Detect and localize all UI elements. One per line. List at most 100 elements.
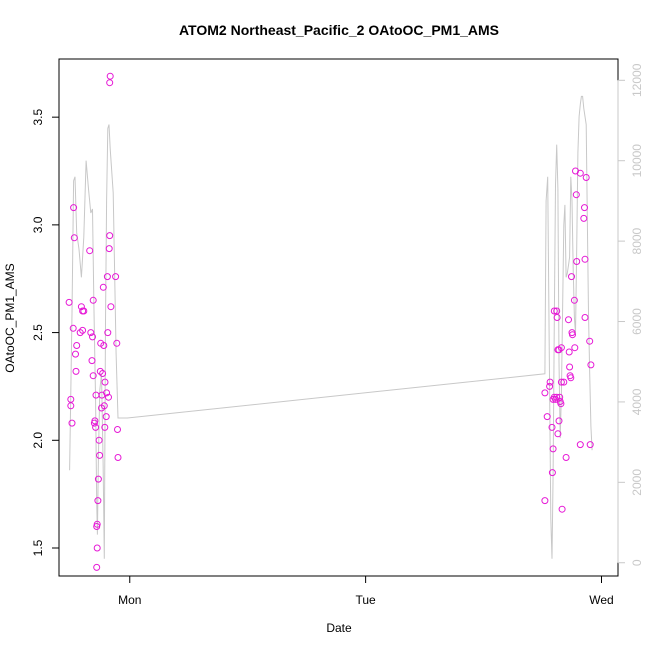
data-point xyxy=(560,378,568,386)
y2-tick-label: 4000 xyxy=(630,388,644,415)
data-point xyxy=(91,417,99,425)
data-point xyxy=(99,283,107,291)
data-point xyxy=(87,329,95,337)
data-point xyxy=(586,337,594,345)
data-point xyxy=(586,441,594,449)
data-point xyxy=(580,214,588,222)
data-point xyxy=(68,419,76,427)
data-point xyxy=(103,273,111,281)
data-point xyxy=(95,436,103,444)
data-point xyxy=(100,402,108,410)
y2-tick-label: 10000 xyxy=(630,144,644,178)
data-point xyxy=(96,451,104,459)
x-axis: Mon Tue Wed xyxy=(118,575,614,607)
chart-title: ATOM2 Northeast_Pacific_2 OAtoOC_PM1_AMS xyxy=(179,22,499,38)
data-point xyxy=(69,324,77,332)
data-point xyxy=(557,400,565,408)
data-point xyxy=(581,204,588,212)
data-point xyxy=(92,423,100,431)
points-layer xyxy=(65,72,595,571)
data-point xyxy=(565,316,572,324)
y-tick-label: 2.5 xyxy=(31,324,45,341)
data-point xyxy=(553,314,561,321)
data-point xyxy=(76,329,84,337)
data-point xyxy=(114,454,122,461)
y-tick-label: 2.0 xyxy=(31,432,45,449)
data-point xyxy=(566,363,574,371)
data-point xyxy=(570,296,578,304)
x-axis-label: Date xyxy=(326,621,352,635)
data-point xyxy=(576,441,584,449)
data-point xyxy=(67,402,75,410)
data-point xyxy=(93,544,101,552)
data-point xyxy=(70,204,78,212)
y2-tick-label: 2000 xyxy=(630,469,644,496)
data-point xyxy=(96,367,104,375)
data-point xyxy=(543,413,551,421)
data-point xyxy=(555,417,563,425)
data-point xyxy=(558,505,566,513)
data-point xyxy=(89,333,96,341)
data-point xyxy=(541,389,549,397)
data-point xyxy=(553,307,561,315)
data-point xyxy=(562,454,570,461)
data-point xyxy=(93,563,101,571)
data-point xyxy=(107,303,115,311)
data-point xyxy=(568,273,575,281)
series-line xyxy=(69,95,593,559)
data-point xyxy=(553,393,561,401)
data-point xyxy=(99,370,107,377)
data-point xyxy=(101,378,109,386)
data-point xyxy=(104,329,112,337)
data-point xyxy=(572,191,580,199)
data-point xyxy=(79,326,87,334)
data-point xyxy=(549,445,557,453)
data-point xyxy=(557,378,565,386)
data-point xyxy=(105,245,113,253)
data-point xyxy=(106,79,114,87)
data-point xyxy=(565,348,573,356)
data-point xyxy=(546,378,554,386)
data-point xyxy=(571,344,579,352)
y2-tick-label: 6000 xyxy=(630,308,644,335)
y2-tick-label: 12000 xyxy=(630,63,644,97)
data-point xyxy=(106,72,114,80)
data-point xyxy=(93,520,101,528)
data-point xyxy=(103,389,111,397)
data-point xyxy=(557,344,565,352)
data-point xyxy=(546,382,554,390)
y2-tick-label: 0 xyxy=(630,559,644,566)
data-point xyxy=(582,174,590,181)
y-tick-label: 1.5 xyxy=(31,539,45,556)
data-point xyxy=(569,331,576,339)
data-point xyxy=(94,497,102,505)
data-point xyxy=(65,298,73,306)
data-point xyxy=(100,342,108,349)
data-point xyxy=(105,393,112,401)
data-point xyxy=(113,339,121,347)
data-point xyxy=(114,426,121,433)
y2-tick-label: 8000 xyxy=(630,227,644,254)
data-point xyxy=(576,169,584,177)
data-point xyxy=(581,314,589,321)
x-tick-label: Mon xyxy=(118,593,141,607)
data-point xyxy=(72,367,80,375)
data-point xyxy=(73,342,81,349)
y-tick-label: 3.5 xyxy=(31,108,45,125)
data-point xyxy=(80,307,88,315)
x-tick-label: Wed xyxy=(589,593,613,607)
data-point xyxy=(102,413,110,421)
plot-frame xyxy=(58,58,619,577)
y-tick-label: 3.0 xyxy=(31,216,45,233)
data-point xyxy=(86,247,94,255)
x-tick-label: Tue xyxy=(356,593,377,607)
data-point xyxy=(541,497,549,505)
data-point xyxy=(556,393,564,401)
data-point xyxy=(554,430,562,438)
y-axis: 1.5 2.0 2.5 3.0 3.5 xyxy=(31,108,60,556)
data-point xyxy=(587,361,595,369)
data-point xyxy=(89,372,97,380)
data-point xyxy=(548,469,556,477)
data-point xyxy=(88,357,96,365)
